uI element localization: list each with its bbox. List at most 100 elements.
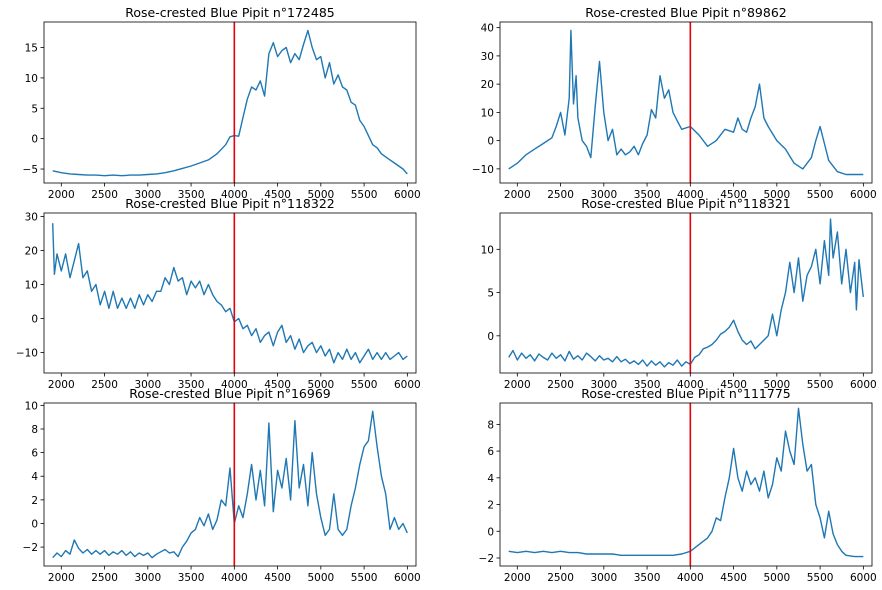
- series-line: [52, 29, 408, 177]
- y-tick-label: 0: [31, 314, 38, 326]
- y-tick-label: 0: [31, 134, 38, 146]
- x-tick-label: 2000: [48, 572, 75, 584]
- y-tick-label: 10: [481, 107, 494, 119]
- axes-frame: [499, 402, 873, 567]
- x-tick-label: 5500: [807, 379, 834, 391]
- x-tick-label: 5000: [307, 189, 334, 201]
- y-tick-label: 2: [31, 495, 38, 507]
- x-tick-label: 5000: [763, 189, 790, 201]
- x-tick-label: 5000: [307, 379, 334, 391]
- x-tick-label: 3000: [134, 379, 161, 391]
- x-tick-label: 6000: [394, 189, 421, 201]
- y-tick-label: 5: [31, 103, 38, 115]
- y-tick-label: 20: [481, 79, 494, 91]
- x-tick-label: 2000: [504, 189, 531, 201]
- x-tick-label: 5500: [351, 189, 378, 201]
- x-tick-label: 3500: [634, 189, 661, 201]
- x-tick-label: 5000: [307, 572, 334, 584]
- x-tick-label: 4500: [264, 572, 291, 584]
- x-tick-label: 5000: [763, 572, 790, 584]
- y-tick-label: 10: [481, 244, 494, 256]
- x-tick-label: 3000: [134, 572, 161, 584]
- series-line: [508, 218, 864, 368]
- axes-frame: [43, 21, 417, 184]
- y-tick-label: 15: [25, 43, 38, 55]
- series-line: [508, 407, 864, 558]
- x-tick-label: 2000: [48, 189, 75, 201]
- x-tick-label: 5000: [763, 379, 790, 391]
- y-tick-label: 10: [25, 400, 38, 412]
- y-tick-label: −10: [472, 164, 494, 176]
- x-tick-label: 2500: [91, 572, 118, 584]
- x-tick-label: 4500: [264, 189, 291, 201]
- chart-title: Rose-crested Blue Pipit n°89862: [585, 5, 787, 20]
- y-tick-label: 8: [31, 424, 38, 436]
- x-tick-label: 4000: [221, 379, 248, 391]
- x-tick-label: 2500: [547, 572, 574, 584]
- y-tick-label: 6: [31, 448, 38, 460]
- chart-title: Rose-crested Blue Pipit n°118321: [581, 196, 790, 211]
- y-tick-label: 30: [25, 211, 38, 223]
- y-tick-label: 0: [487, 331, 494, 343]
- x-tick-label: 2000: [504, 379, 531, 391]
- x-tick-label: 3500: [178, 572, 205, 584]
- x-tick-label: 5500: [807, 189, 834, 201]
- x-tick-label: 3000: [590, 379, 617, 391]
- subplot-2: Rose-crested Blue Pipit n°89862 2000 2500 3…: [472, 5, 877, 201]
- chart-title: Rose-crested Blue Pipit n°111775: [581, 386, 790, 401]
- x-tick-label: 3500: [178, 189, 205, 201]
- x-tick-label: 3500: [634, 572, 661, 584]
- x-tick-label: 2500: [547, 189, 574, 201]
- axes-frame: [43, 402, 417, 567]
- x-tick-label: 2000: [504, 572, 531, 584]
- x-tick-label: 6000: [850, 379, 877, 391]
- y-tick-label: 30: [481, 51, 494, 63]
- x-tick-label: 4000: [221, 189, 248, 201]
- x-tick-label: 3000: [590, 189, 617, 201]
- x-tick-label: 4500: [264, 379, 291, 391]
- y-tick-label: 0: [31, 518, 38, 530]
- x-tick-label: 2000: [48, 379, 75, 391]
- x-tick-label: 2500: [91, 379, 118, 391]
- series-line: [52, 410, 408, 559]
- x-tick-label: 2500: [547, 379, 574, 391]
- subplot-5: Rose-crested Blue Pipit n°16969 2000 2500 3…: [23, 386, 421, 584]
- y-tick-label: −10: [16, 348, 38, 360]
- y-tick-label: 0: [487, 136, 494, 148]
- x-tick-label: 4000: [677, 189, 704, 201]
- y-tick-label: 8: [487, 419, 494, 431]
- subplot-6: Rose-crested Blue Pipit n°111775 2000 2500…: [479, 386, 877, 584]
- y-tick-label: 20: [25, 245, 38, 257]
- subplot-3: Rose-crested Blue Pipit n°118322 2000 2500…: [16, 196, 421, 391]
- x-tick-label: 3000: [590, 572, 617, 584]
- y-tick-label: −2: [479, 553, 494, 565]
- x-tick-label: 4000: [677, 379, 704, 391]
- y-tick-label: 4: [487, 473, 494, 485]
- axes-frame: [499, 21, 873, 184]
- x-tick-label: 3000: [134, 189, 161, 201]
- chart-title: Rose-crested Blue Pipit n°172485: [125, 5, 334, 20]
- y-tick-label: 10: [25, 279, 38, 291]
- series-line: [52, 223, 408, 364]
- y-tick-label: 40: [481, 23, 494, 35]
- chart-title: Rose-crested Blue Pipit n°118322: [125, 196, 334, 211]
- x-tick-label: 4500: [720, 379, 747, 391]
- y-tick-label: −5: [23, 164, 38, 176]
- x-tick-label: 3500: [634, 379, 661, 391]
- x-tick-label: 3500: [178, 379, 205, 391]
- y-tick-label: 5: [487, 288, 494, 300]
- series-line: [508, 29, 864, 176]
- x-tick-label: 4000: [677, 572, 704, 584]
- chart-title: Rose-crested Blue Pipit n°16969: [129, 386, 331, 401]
- x-tick-label: 6000: [394, 572, 421, 584]
- axes-frame: [499, 212, 873, 374]
- x-tick-label: 6000: [850, 572, 877, 584]
- x-tick-label: 5500: [351, 379, 378, 391]
- x-tick-label: 6000: [850, 189, 877, 201]
- y-tick-label: 4: [31, 471, 38, 483]
- y-tick-label: 0: [487, 526, 494, 538]
- x-tick-label: 4500: [720, 189, 747, 201]
- axes-frame: [43, 212, 417, 374]
- y-tick-label: 10: [25, 73, 38, 85]
